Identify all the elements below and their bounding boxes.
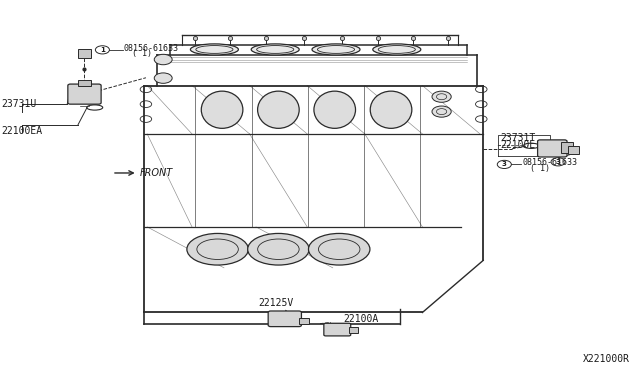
Ellipse shape xyxy=(251,44,300,55)
FancyBboxPatch shape xyxy=(78,49,91,58)
Text: 22100E: 22100E xyxy=(500,140,536,150)
FancyBboxPatch shape xyxy=(561,142,573,153)
Text: 3: 3 xyxy=(502,161,507,167)
Ellipse shape xyxy=(370,91,412,128)
Text: 23731U: 23731U xyxy=(1,99,36,109)
FancyBboxPatch shape xyxy=(78,80,91,86)
Ellipse shape xyxy=(201,91,243,128)
Text: 22100A: 22100A xyxy=(344,314,379,324)
Text: 08156-61633: 08156-61633 xyxy=(124,44,179,53)
Ellipse shape xyxy=(308,234,370,265)
Text: 1: 1 xyxy=(100,47,105,53)
FancyBboxPatch shape xyxy=(349,327,358,333)
Text: 3: 3 xyxy=(556,159,561,165)
Ellipse shape xyxy=(257,91,300,128)
Text: 22125V: 22125V xyxy=(258,298,293,308)
Ellipse shape xyxy=(187,234,248,265)
FancyBboxPatch shape xyxy=(324,323,351,336)
Text: 22100EA: 22100EA xyxy=(1,126,42,136)
Circle shape xyxy=(154,54,172,65)
Ellipse shape xyxy=(248,234,309,265)
FancyBboxPatch shape xyxy=(68,84,101,104)
Ellipse shape xyxy=(314,91,356,128)
Text: 23731T: 23731T xyxy=(500,134,536,143)
Ellipse shape xyxy=(372,44,421,55)
FancyBboxPatch shape xyxy=(538,140,567,157)
Text: ( 1): ( 1) xyxy=(132,49,152,58)
Circle shape xyxy=(432,106,451,117)
Text: FRONT: FRONT xyxy=(140,168,173,178)
FancyBboxPatch shape xyxy=(268,311,301,327)
Text: X221000R: X221000R xyxy=(584,354,630,364)
Circle shape xyxy=(432,91,451,102)
Text: ( 1): ( 1) xyxy=(530,164,550,173)
Ellipse shape xyxy=(312,44,360,55)
Ellipse shape xyxy=(191,44,239,55)
FancyBboxPatch shape xyxy=(299,318,309,324)
Text: 08156-61633: 08156-61633 xyxy=(522,158,577,167)
FancyBboxPatch shape xyxy=(568,146,579,154)
Circle shape xyxy=(154,73,172,83)
